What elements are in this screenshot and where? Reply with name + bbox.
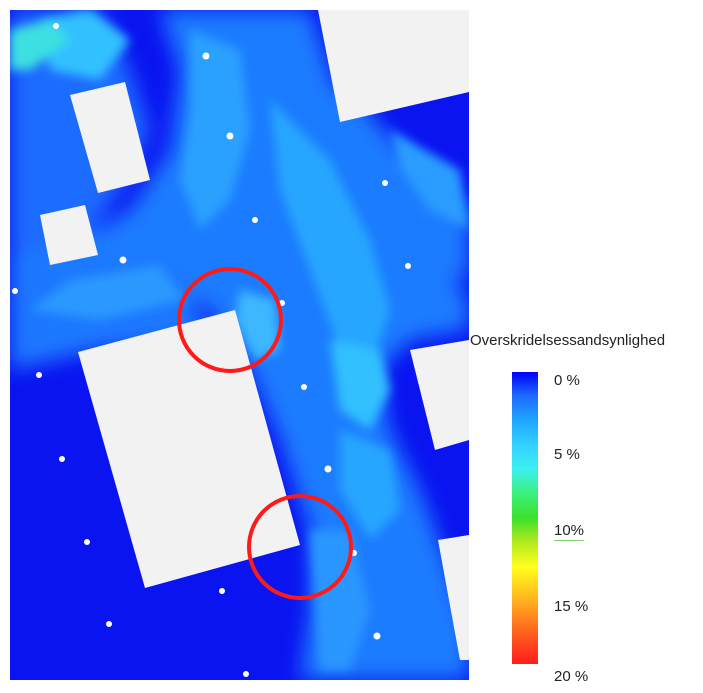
legend-title: Overskridelsessandsynlighed [470,332,666,349]
building [318,10,469,122]
wind-comfort-map [10,10,469,680]
highlight-marker [247,494,353,600]
legend-tick-0: 0 % [554,372,580,389]
building [70,82,150,193]
flow-highlights [10,10,469,670]
building [78,310,300,588]
legend-tick-20: 20 % [554,668,589,685]
legend-tick-15: 15 % [554,598,589,615]
legend-tick-5: 5 % [554,446,580,463]
legend-colorbar [512,372,538,664]
building [438,535,469,660]
building [40,205,98,265]
legend-tick-10: 10% [554,522,585,541]
obstacles [12,23,411,677]
highlight-marker [177,267,283,373]
buildings [40,10,469,660]
building [410,340,469,450]
